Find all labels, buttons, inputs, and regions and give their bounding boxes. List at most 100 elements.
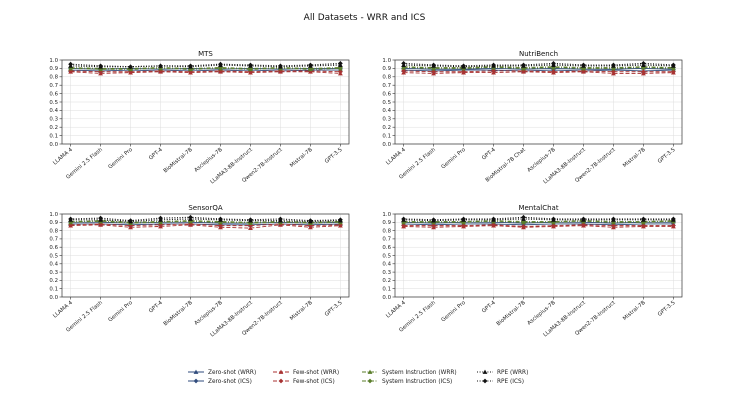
- data-point: [431, 69, 436, 75]
- y-tick-label: 0.2: [382, 278, 391, 284]
- series-line: [403, 223, 674, 226]
- legend-item: Few-shot (WRR): [273, 369, 339, 376]
- data-point: [278, 63, 283, 69]
- series-line: [70, 218, 341, 223]
- data-point: [401, 223, 407, 229]
- y-tick-label: 0.7: [382, 237, 391, 243]
- y-tick-label: 0.0: [382, 142, 391, 148]
- legend: Zero-shot (WRR) Zero-shot (ICS) Few-shot (…: [188, 369, 528, 385]
- series-line: [70, 220, 341, 223]
- series-line: [70, 67, 341, 69]
- data-point: [670, 62, 676, 68]
- series-line: [403, 216, 674, 221]
- series-line: [403, 66, 674, 69]
- legend-label: Zero-shot (ICS): [208, 379, 252, 385]
- series-line: [403, 67, 674, 69]
- data-point: [491, 216, 496, 222]
- series-line: [403, 71, 674, 74]
- y-tick-label: 0.1: [49, 133, 58, 139]
- data-point: [551, 60, 556, 66]
- y-tick-label: 0.9: [49, 220, 58, 226]
- data-point: [461, 69, 466, 75]
- legend-marker-swatch: [482, 369, 488, 374]
- data-point: [461, 223, 466, 229]
- data-point: [611, 69, 616, 75]
- data-point: [491, 68, 496, 74]
- data-point: [337, 217, 343, 223]
- y-tick-label: 0.4: [49, 262, 58, 268]
- legend-label: RPE (WRR): [497, 370, 528, 376]
- data-point: [248, 66, 253, 71]
- data-point: [218, 223, 223, 229]
- data-point: [670, 223, 676, 229]
- y-tick-label: 0.5: [49, 100, 58, 106]
- data-point: [551, 223, 556, 229]
- legend-label: Few-shot (WRR): [293, 370, 339, 376]
- y-tick-label: 0.5: [49, 253, 58, 259]
- data-point: [491, 222, 496, 228]
- y-tick-label: 0.0: [49, 295, 58, 301]
- series-line: [403, 64, 674, 68]
- legend-label: System Instruction (WRR): [382, 370, 457, 376]
- series-line: [70, 67, 341, 70]
- series-line: [70, 221, 341, 224]
- y-tick-label: 0.6: [49, 245, 58, 251]
- y-tick-label: 0.2: [49, 125, 58, 131]
- figure-title: All Datasets - WRR and ICS: [304, 13, 426, 23]
- legend-marker-swatch: [278, 378, 284, 384]
- series-line: [403, 220, 674, 222]
- y-tick-label: 0.5: [382, 253, 391, 259]
- series-line: [403, 225, 674, 228]
- data-point: [98, 63, 103, 69]
- data-point: [401, 60, 407, 66]
- data-point: [431, 217, 436, 223]
- y-tick-label: 0.2: [49, 278, 58, 284]
- data-point: [68, 61, 74, 67]
- data-point: [278, 216, 283, 222]
- legend-marker-swatch: [367, 369, 373, 374]
- series-line: [403, 218, 674, 222]
- y-tick-label: 1.0: [382, 58, 391, 64]
- y-tick-label: 0.4: [382, 108, 391, 114]
- legend-item: RPE (ICS): [477, 378, 524, 385]
- legend-item: Few-shot (ICS): [273, 378, 335, 385]
- data-point: [98, 221, 103, 227]
- data-point: [641, 216, 646, 222]
- y-tick-label: 0.8: [49, 228, 58, 234]
- y-tick-label: 0.7: [382, 83, 391, 89]
- legend-item: System Instruction (WRR): [362, 369, 457, 376]
- y-tick-label: 0.6: [49, 91, 58, 97]
- data-point: [218, 61, 223, 67]
- data-point: [68, 216, 74, 222]
- y-tick-label: 0.5: [382, 100, 391, 106]
- data-point: [337, 60, 343, 66]
- data-point: [521, 214, 526, 220]
- data-point: [431, 62, 436, 68]
- data-point: [491, 62, 496, 68]
- data-point: [611, 62, 616, 68]
- legend-marker-swatch: [367, 378, 373, 384]
- plot-frame: [394, 213, 683, 298]
- series-line: [70, 70, 341, 73]
- series-line: [70, 223, 341, 227]
- y-tick-label: 0.8: [382, 75, 391, 81]
- y-tick-label: 0.3: [49, 270, 58, 276]
- y-tick-label: 0.1: [382, 133, 391, 139]
- series-line: [403, 67, 674, 70]
- y-tick-label: 0.9: [382, 220, 391, 226]
- legend-label: Few-shot (ICS): [293, 379, 335, 385]
- data-point: [670, 216, 676, 222]
- series-line: [403, 224, 674, 227]
- legend-marker-swatch: [193, 369, 199, 374]
- legend-label: RPE (ICS): [497, 379, 524, 385]
- data-point: [641, 69, 646, 75]
- panel-title: NutriBench: [519, 50, 558, 58]
- legend-label: Zero-shot (WRR): [208, 370, 256, 376]
- y-tick-label: 0.0: [49, 142, 58, 148]
- panel-title: MentalChat: [518, 204, 558, 212]
- y-tick-label: 0.7: [49, 237, 58, 243]
- legend-item: Zero-shot (WRR): [188, 369, 256, 376]
- y-tick-label: 0.6: [382, 91, 391, 97]
- data-point: [337, 69, 343, 75]
- panel-title: SensorQA: [188, 204, 223, 212]
